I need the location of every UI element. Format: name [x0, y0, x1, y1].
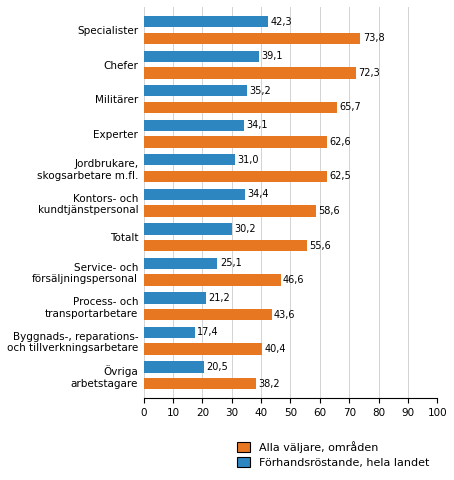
- Text: 17,4: 17,4: [197, 327, 219, 337]
- Text: 34,1: 34,1: [246, 120, 268, 130]
- Text: 46,6: 46,6: [283, 275, 304, 285]
- Text: 40,4: 40,4: [265, 344, 286, 354]
- Text: 65,7: 65,7: [339, 102, 360, 112]
- Text: 34,4: 34,4: [247, 189, 269, 199]
- Bar: [144, 309, 271, 320]
- Bar: [144, 171, 327, 182]
- Bar: [144, 361, 204, 372]
- Bar: [144, 33, 360, 44]
- Text: 21,2: 21,2: [208, 293, 230, 303]
- Legend: Alla väljare, områden, Förhandsröstande, hela landet: Alla väljare, områden, Förhandsröstande,…: [232, 435, 435, 473]
- Bar: [144, 223, 232, 235]
- Text: 73,8: 73,8: [363, 33, 385, 43]
- Text: 62,5: 62,5: [330, 171, 351, 181]
- Bar: [144, 205, 316, 216]
- Text: 55,6: 55,6: [309, 240, 331, 251]
- Bar: [144, 258, 217, 269]
- Bar: [144, 275, 281, 286]
- Bar: [144, 240, 307, 251]
- Bar: [144, 136, 327, 147]
- Bar: [144, 189, 245, 200]
- Bar: [144, 85, 247, 96]
- Bar: [144, 50, 258, 62]
- Bar: [144, 327, 195, 338]
- Text: 42,3: 42,3: [270, 17, 292, 27]
- Text: 62,6: 62,6: [330, 137, 351, 147]
- Text: 72,3: 72,3: [358, 68, 380, 78]
- Text: 43,6: 43,6: [274, 310, 296, 320]
- Text: 31,0: 31,0: [237, 155, 259, 165]
- Bar: [144, 292, 206, 304]
- Bar: [144, 120, 244, 131]
- Text: 38,2: 38,2: [258, 379, 280, 389]
- Bar: [144, 378, 256, 389]
- Bar: [144, 344, 262, 355]
- Bar: [144, 16, 268, 27]
- Text: 20,5: 20,5: [206, 362, 228, 372]
- Text: 39,1: 39,1: [261, 51, 282, 61]
- Bar: [144, 154, 235, 166]
- Bar: [144, 67, 356, 79]
- Text: 58,6: 58,6: [318, 206, 340, 216]
- Text: 30,2: 30,2: [235, 224, 257, 234]
- Text: 25,1: 25,1: [220, 258, 242, 268]
- Bar: [144, 102, 336, 113]
- Text: 35,2: 35,2: [249, 86, 271, 96]
